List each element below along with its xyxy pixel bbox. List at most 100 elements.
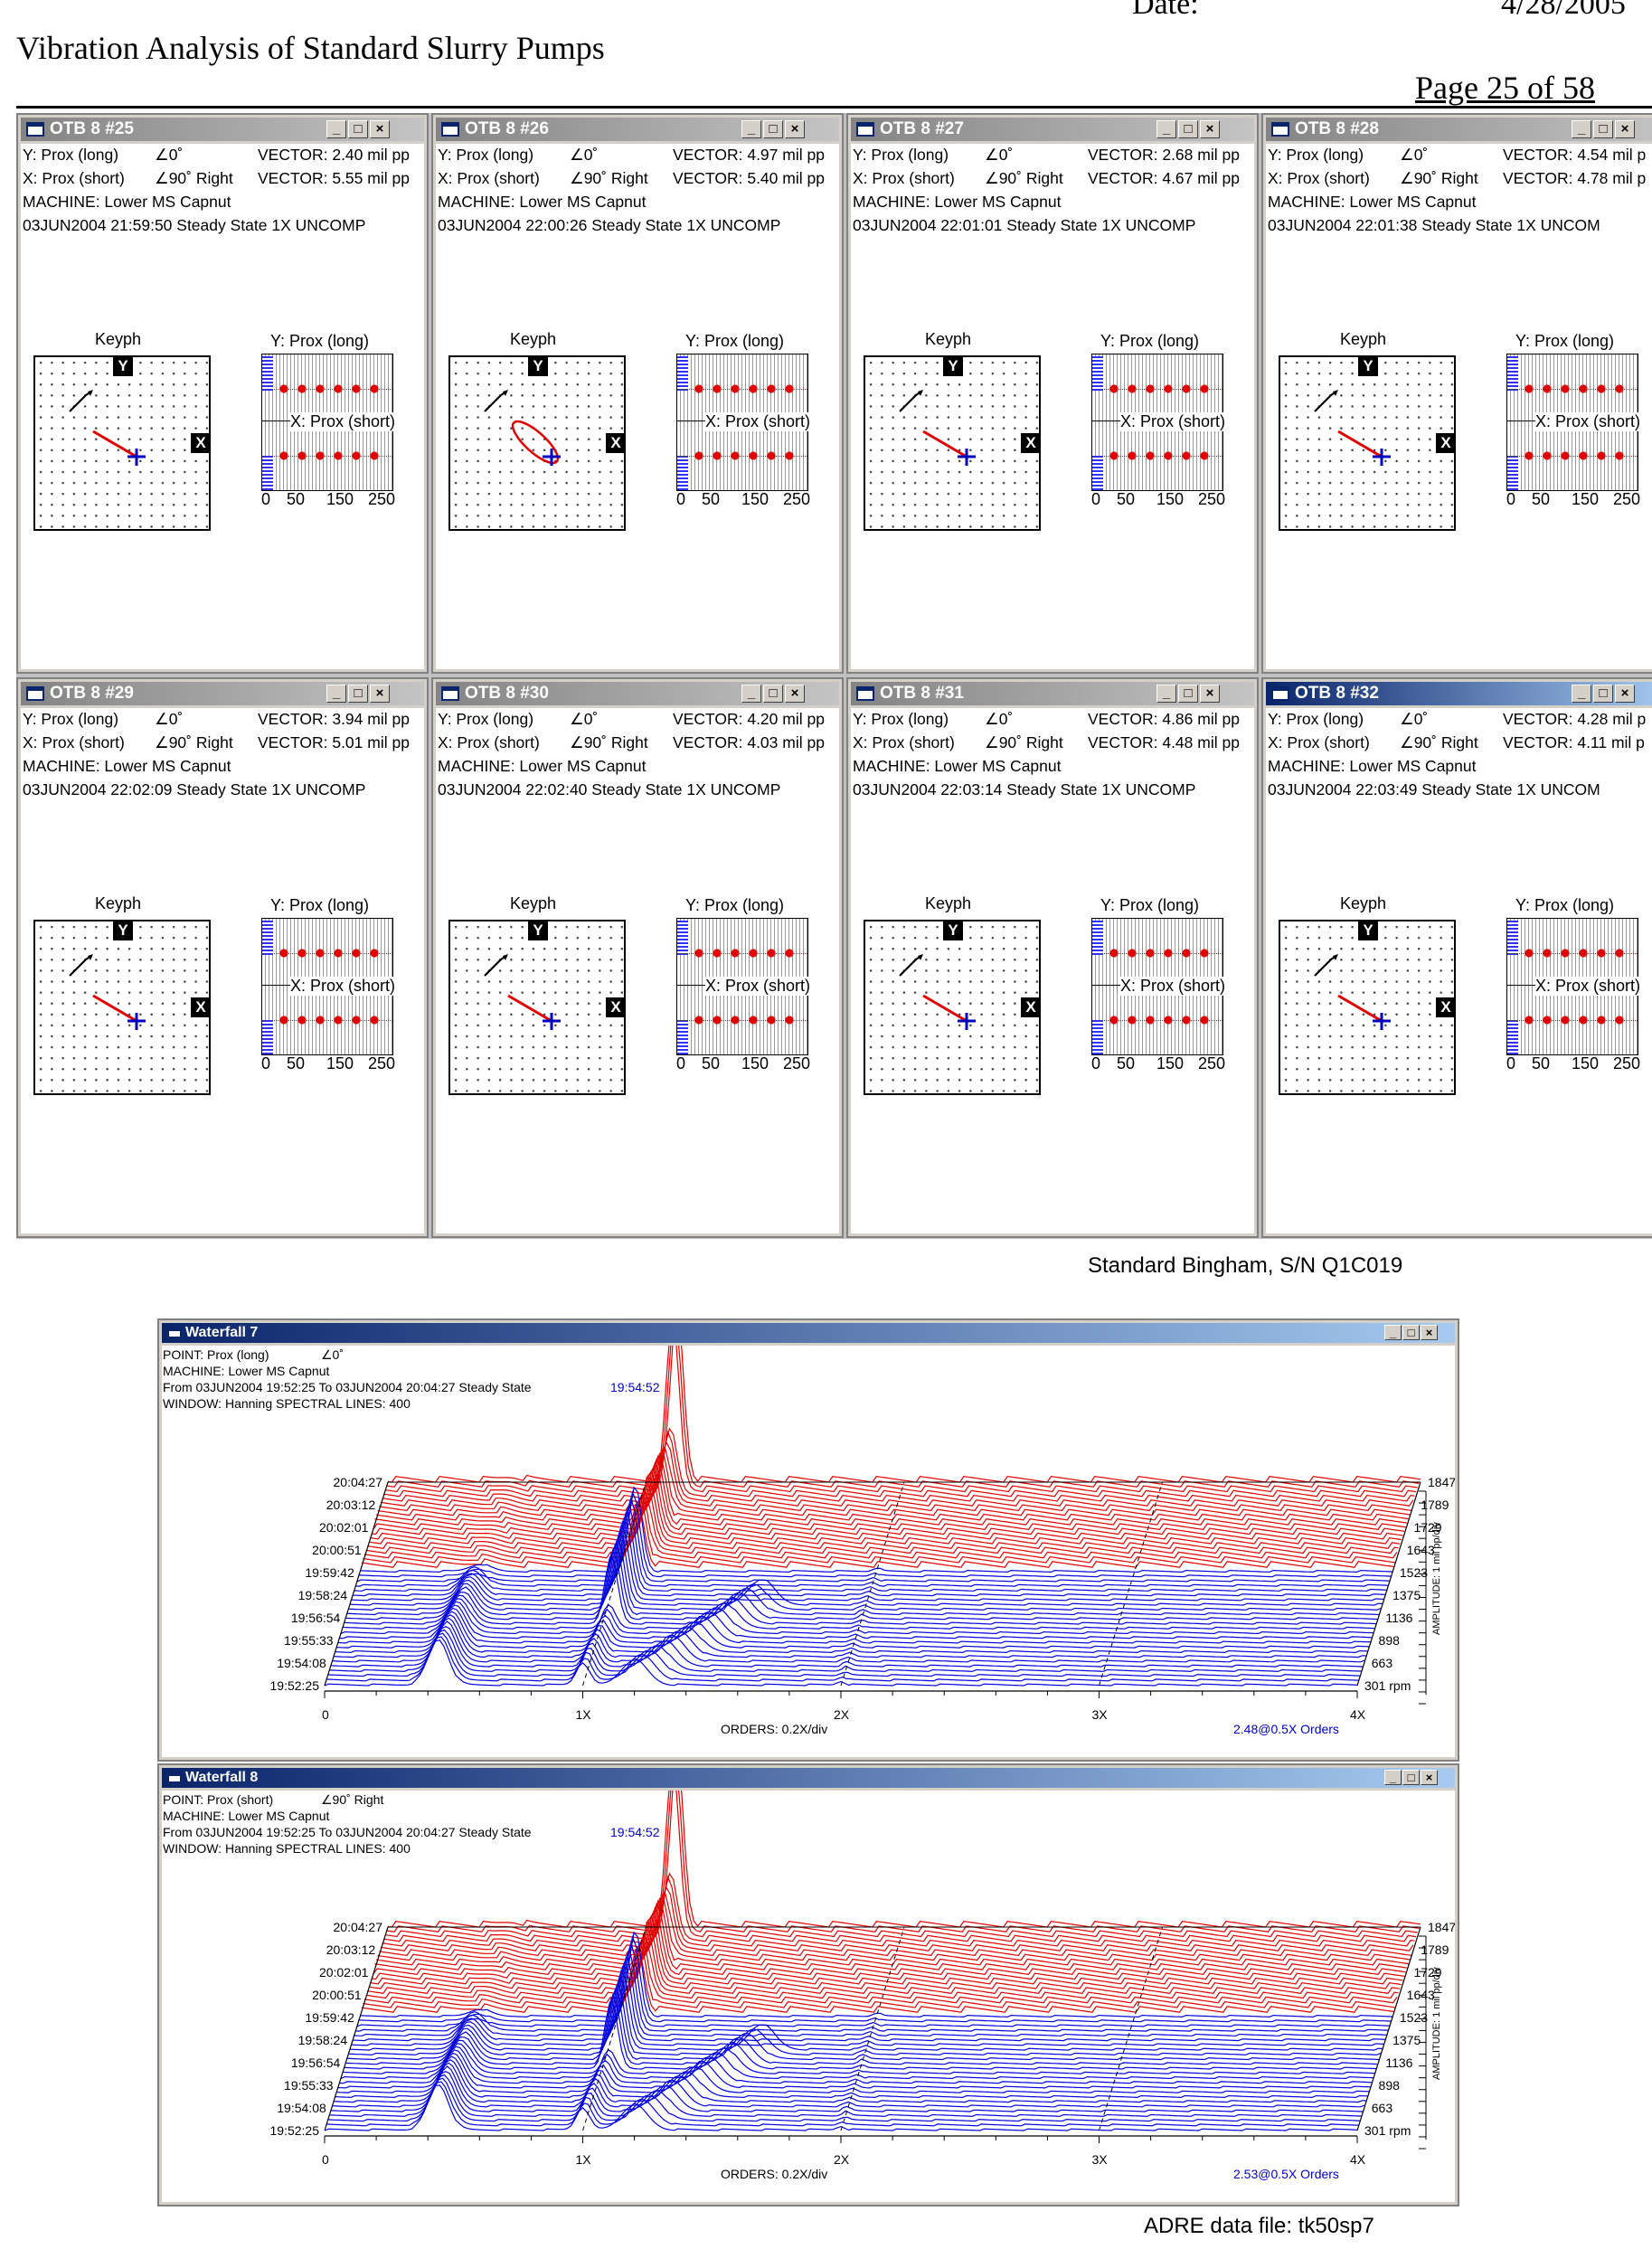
window-title: Waterfall 8 — [185, 1770, 259, 1785]
orbit-window[interactable]: OTB 8 #26 _ □ × Y: Prox (long) ∠0˚ VECTOR: 4.9… — [431, 113, 844, 674]
y-probe-label: Y: Prox (long) — [1268, 710, 1364, 728]
orbit-window[interactable]: OTB 8 #31 _ □ × Y: Prox (long) ∠0˚ VECTOR: 4.8… — [846, 677, 1259, 1238]
maximize-button[interactable]: □ — [348, 685, 368, 703]
keyphasor-arrow — [484, 391, 507, 412]
minimize-button[interactable]: _ — [1572, 685, 1591, 703]
close-button[interactable]: × — [1200, 120, 1220, 138]
close-button[interactable]: × — [370, 685, 390, 703]
spectrum-trace — [384, 1346, 1418, 1493]
rpm-label: 663 — [1371, 2101, 1393, 2115]
window-titlebar[interactable]: OTB 8 #31 _ □ × — [851, 682, 1254, 705]
machine-label: MACHINE: Lower MS Capnut — [1268, 757, 1477, 775]
maximize-button[interactable]: □ — [763, 120, 783, 138]
keyphasor-arrow-head — [88, 954, 93, 960]
minimize-button[interactable]: _ — [741, 685, 761, 703]
y-timebase-plot — [676, 354, 808, 424]
sample-timestamp: 03JUN2004 22:01:38 Steady State 1X UNCOM — [1268, 216, 1600, 234]
orbit-window[interactable]: OTB 8 #25 _ □ × Y: Prox (long) ∠0˚ VECTOR: 2.4… — [16, 113, 429, 674]
y-probe-label: Y: Prox (long) — [438, 146, 534, 164]
waterfall-window-7[interactable]: Waterfall 7 _ □ × POINT: Prox (long) ∠0˚ MACHI… — [157, 1318, 1459, 1762]
keyphasor-arrow-head — [1333, 390, 1338, 396]
y-timebase-waveform — [690, 382, 804, 396]
minimize-button[interactable]: _ — [1572, 120, 1591, 138]
close-button[interactable]: × — [1421, 1770, 1438, 1785]
minimize-button[interactable]: _ — [1156, 685, 1176, 703]
window-titlebar[interactable]: OTB 8 #25 _ □ × — [21, 118, 424, 141]
depth-axis-left — [324, 1481, 389, 1687]
maximize-button[interactable]: □ — [1593, 120, 1613, 138]
window-titlebar[interactable]: OTB 8 #26 _ □ × — [436, 118, 839, 141]
orbit-window-grid: OTB 8 #25 _ □ × Y: Prox (long) ∠0˚ VECTOR: 2.4… — [16, 113, 1652, 1239]
maximize-button[interactable]: □ — [348, 120, 368, 138]
spectrum-trace — [328, 1629, 1362, 1672]
close-button[interactable]: × — [785, 120, 805, 138]
y-timebase-title: Y: Prox (long) — [270, 896, 370, 914]
window-titlebar[interactable]: OTB 8 #30 _ □ × — [436, 682, 839, 705]
spectrum-trace — [351, 1524, 1384, 1602]
close-button[interactable]: × — [1615, 120, 1635, 138]
maximize-button[interactable]: □ — [1178, 685, 1198, 703]
x-timebase-plot — [676, 421, 808, 491]
spectrum-trace — [367, 1930, 1401, 1994]
window-titlebar[interactable]: Waterfall 8 _ □ × — [162, 1768, 1455, 1788]
window-app-icon — [1271, 686, 1289, 701]
window-titlebar[interactable]: OTB 8 #27 _ □ × — [851, 118, 1254, 141]
orbit-window[interactable]: OTB 8 #27 _ □ × Y: Prox (long) ∠0˚ VECTOR: 2.6… — [846, 113, 1259, 674]
minimize-button[interactable]: _ — [1384, 1770, 1402, 1785]
waterfall-body: POINT: Prox (long) ∠0˚ MACHINE: Lower MS C… — [162, 1346, 1455, 1757]
y-probe-angle: ∠0˚ — [155, 146, 184, 164]
y-timebase-scale — [1092, 356, 1103, 391]
orbit-window-body: Y: Prox (long) ∠0˚ VECTOR: 4.54 mil p X: Pr… — [1266, 144, 1652, 669]
waterfall-plot — [324, 1346, 1427, 1705]
window-titlebar[interactable]: OTB 8 #29 _ □ × — [21, 682, 424, 705]
spectrum-trace — [380, 1885, 1414, 1951]
close-button[interactable]: × — [370, 120, 390, 138]
minimize-button[interactable]: _ — [1156, 120, 1176, 138]
window-label-text: WINDOW: Hanning SPECTRAL LINES: 400 — [163, 1841, 411, 1856]
minimize-button[interactable]: _ — [326, 120, 346, 138]
rpm-label: 1847 — [1428, 1475, 1455, 1489]
close-button[interactable]: × — [1200, 685, 1220, 703]
sample-timestamp: 03JUN2004 22:03:14 Steady State 1X UNCOM… — [853, 780, 1196, 798]
timebase-tick-label: 0 — [1091, 490, 1101, 508]
waterfall-window-8[interactable]: Waterfall 8 _ □ × POINT: Prox (short) ∠90˚ Ri… — [157, 1763, 1459, 2206]
x-timebase-scale — [1507, 456, 1518, 490]
sample-timestamp: 03JUN2004 22:03:49 Steady State 1X UNCOM — [1268, 780, 1600, 798]
spectrum-trace — [355, 1948, 1389, 2032]
spectrum-trace — [330, 1626, 1364, 1668]
timebase-tick-label: 250 — [1613, 490, 1641, 508]
maximize-button[interactable]: □ — [1178, 120, 1198, 138]
maximize-button[interactable]: □ — [1402, 1770, 1420, 1785]
rpm-label: 1375 — [1392, 1588, 1421, 1602]
maximize-button[interactable]: □ — [763, 685, 783, 703]
close-button[interactable]: × — [1421, 1325, 1438, 1340]
maximize-button[interactable]: □ — [1402, 1325, 1420, 1340]
window-titlebar[interactable]: OTB 8 #32 _ □ × — [1266, 682, 1652, 705]
amplitude-label: AMPLITUDE: 1 mil pp/div — [1431, 1967, 1442, 2080]
timebase-tick-label: 150 — [326, 490, 354, 508]
spectrum-trace — [337, 2052, 1371, 2089]
maximize-button[interactable]: □ — [1593, 685, 1613, 703]
rpm-label: 1789 — [1421, 1942, 1449, 1957]
window-titlebar[interactable]: Waterfall 7 _ □ × — [162, 1323, 1455, 1343]
waterfall-body: POINT: Prox (short) ∠90˚ Right MACHINE: Lo… — [162, 1791, 1455, 2202]
close-button[interactable]: × — [1615, 685, 1635, 703]
orbit-trace — [92, 430, 137, 458]
keyphasor-label: Keyph — [1340, 330, 1387, 348]
x-axis-marker: X — [606, 997, 626, 1017]
orbit-trace — [1337, 430, 1383, 458]
y-timebase-scale — [677, 356, 688, 391]
x-timebase-scale — [677, 1020, 688, 1054]
orbit-window[interactable]: OTB 8 #29 _ □ × Y: Prox (long) ∠0˚ VECTOR: 3.9… — [16, 677, 429, 1238]
close-button[interactable]: × — [785, 685, 805, 703]
window-titlebar[interactable]: OTB 8 #28 _ □ × — [1266, 118, 1652, 141]
minimize-button[interactable]: _ — [326, 685, 346, 703]
minimize-button[interactable]: _ — [741, 120, 761, 138]
orbit-window[interactable]: OTB 8 #32 _ □ × Y: Prox (long) ∠0˚ VECTOR: 4.2… — [1261, 677, 1652, 1238]
minimize-button[interactable]: _ — [1384, 1325, 1402, 1340]
y-vector: VECTOR: 4.20 mil pp — [673, 710, 825, 728]
orbit-window[interactable]: OTB 8 #30 _ □ × Y: Prox (long) ∠0˚ VECTOR: 4.2… — [431, 677, 844, 1238]
y-probe-angle: ∠0˚ — [570, 146, 599, 164]
orbit-window[interactable]: OTB 8 #28 _ □ × Y: Prox (long) ∠0˚ VECTOR: 4.5… — [1261, 113, 1652, 674]
